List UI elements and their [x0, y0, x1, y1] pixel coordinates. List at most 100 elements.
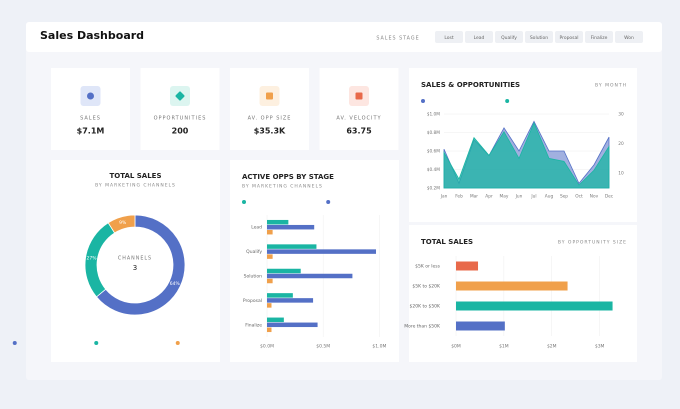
- y-tick-label: $0.8M: [427, 130, 441, 136]
- kpi-label: SALES: [80, 116, 101, 122]
- stage-tab[interactable]: [525, 31, 553, 43]
- y2-tick-label: 20: [618, 141, 624, 147]
- x-tick-label: $2M: [547, 344, 557, 350]
- y-tick-label: $5K or less: [415, 264, 441, 270]
- x-tick-label: $0.5M: [316, 344, 330, 350]
- bar: [456, 281, 568, 291]
- x-tick-label: Dec: [605, 194, 614, 200]
- y-tick-label: Proposal: [243, 298, 262, 304]
- stage-tab[interactable]: [555, 31, 583, 43]
- y-tick-label: $0.4M: [427, 167, 441, 173]
- bar: [267, 268, 301, 274]
- bar: [267, 244, 317, 249]
- y2-tick-label: 10: [618, 171, 624, 177]
- center-value: 3: [133, 264, 137, 272]
- stage-tab-label[interactable]: Won: [624, 35, 634, 41]
- bar: [267, 303, 272, 308]
- x-tick-label: May: [500, 194, 509, 200]
- x-tick-label: $1.0M: [372, 344, 386, 350]
- panel: [409, 225, 637, 362]
- y-tick-label: $0.2M: [427, 186, 441, 192]
- data-label: 64%: [170, 281, 181, 287]
- bar: [267, 278, 273, 284]
- kpi-card: [230, 68, 309, 150]
- y-tick-label: $1.0M: [427, 112, 441, 118]
- legend-swatch: [94, 341, 99, 345]
- bar: [267, 219, 289, 225]
- chart-subtitle: BY MARKETING CHANNELS: [95, 183, 176, 189]
- x-tick-label: Jun: [515, 194, 523, 200]
- stage-tab[interactable]: [435, 31, 463, 43]
- stage-label: SALES STAGE: [376, 36, 419, 42]
- bar: [267, 322, 318, 328]
- chart-title: TOTAL SALES: [109, 172, 161, 180]
- chart-subtitle: BY OPPORTUNITY SIZE: [558, 240, 627, 246]
- kpi-value: $35.3K: [254, 127, 286, 136]
- x-tick-label: Aug: [545, 194, 554, 200]
- x-tick-label: Apr: [485, 194, 493, 200]
- bar: [456, 301, 613, 311]
- data-label: 9%: [119, 220, 127, 226]
- stage-tab-label[interactable]: Proposal: [559, 35, 578, 41]
- kpi-icon: [87, 92, 94, 100]
- chart-title: SALES & OPPORTUNITIES: [421, 81, 520, 89]
- x-tick-label: Jan: [440, 194, 448, 200]
- x-tick-label: Jul: [530, 194, 536, 200]
- bar: [267, 317, 284, 323]
- kpi-card: [51, 68, 130, 150]
- y2-tick-label: 30: [618, 112, 624, 118]
- x-tick-label: $1M: [499, 344, 509, 350]
- kpi-label: AV. VELOCITY: [336, 116, 381, 122]
- panel: [230, 160, 399, 362]
- legend-swatch: [326, 200, 331, 204]
- x-tick-label: $0.0M: [260, 344, 274, 350]
- x-tick-label: $0M: [451, 344, 461, 350]
- chart-title: ACTIVE OPPS BY STAGE: [242, 173, 334, 181]
- kpi-value: $7.1M: [77, 127, 105, 136]
- chart-subtitle: BY MONTH: [595, 83, 627, 89]
- data-label: 27%: [87, 256, 98, 262]
- kpi-icon: [175, 91, 185, 101]
- bar: [267, 298, 314, 303]
- stage-tab-label[interactable]: Lost: [444, 35, 454, 41]
- y-tick-label: Finalize: [245, 322, 262, 328]
- legend-swatch: [175, 341, 180, 345]
- panel: [51, 160, 220, 362]
- area: [443, 121, 610, 189]
- legend-swatch: [421, 99, 425, 103]
- x-tick-label: Sep: [560, 194, 568, 200]
- bar: [267, 254, 273, 259]
- bar: [267, 224, 315, 230]
- bar: [267, 249, 377, 254]
- y-tick-label: Qualify: [246, 249, 262, 255]
- kpi-value: 63.75: [346, 127, 372, 136]
- donut-segment: [95, 214, 186, 316]
- y-tick-label: More than $50K: [404, 324, 441, 330]
- stage-tab-label[interactable]: Finalize: [591, 35, 608, 41]
- stage-tab-label[interactable]: Solution: [530, 35, 548, 41]
- stage-tab-label[interactable]: Lead: [474, 35, 485, 41]
- stage-tab-label[interactable]: Qualify: [501, 35, 517, 41]
- kpi-label: AV. OPP SIZE: [248, 116, 292, 122]
- kpi-card: [319, 68, 399, 150]
- y-tick-label: $5K to $20K: [412, 284, 441, 290]
- y-tick-label: $0.6M: [427, 149, 441, 155]
- stage-tab[interactable]: [585, 31, 613, 43]
- stage-tab[interactable]: [615, 31, 643, 43]
- bar: [267, 293, 293, 298]
- legend-swatch: [505, 99, 510, 103]
- chart-subtitle: BY MARKETING CHANNELS: [242, 184, 323, 190]
- stage-tab[interactable]: [465, 31, 493, 43]
- x-tick-label: Feb: [455, 194, 463, 200]
- kpi-value: 200: [172, 127, 189, 136]
- header-bar: [26, 22, 662, 52]
- bar: [267, 229, 273, 235]
- bar: [267, 273, 353, 279]
- x-tick-label: Mar: [470, 194, 478, 200]
- legend-swatch: [12, 341, 17, 345]
- donut-segment: [107, 214, 136, 234]
- center-label: CHANNELS: [118, 256, 152, 262]
- kpi-icon: [266, 92, 273, 100]
- stage-tab[interactable]: [495, 31, 523, 43]
